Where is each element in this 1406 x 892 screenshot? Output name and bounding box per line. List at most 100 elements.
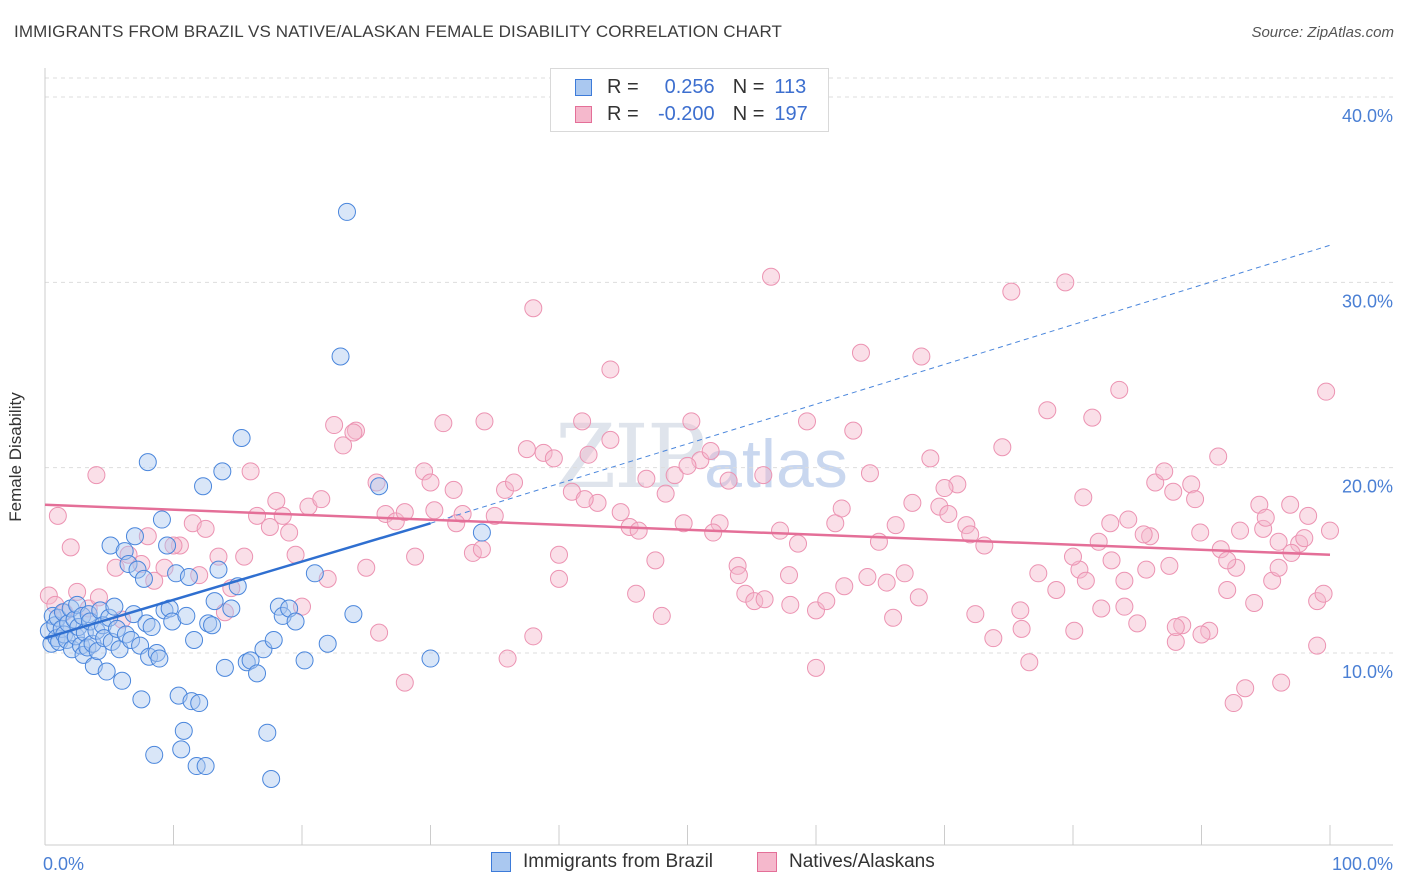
point-native	[1321, 521, 1339, 540]
point-native	[87, 466, 106, 485]
point-native	[485, 506, 504, 525]
point-native	[1254, 519, 1273, 538]
point-brazil	[264, 631, 283, 650]
point-brazil	[185, 631, 204, 650]
point-native	[425, 501, 444, 520]
point-native	[729, 566, 748, 585]
legend-row-natives: R = -0.200 N = 197	[575, 102, 808, 126]
point-native	[1047, 580, 1066, 599]
point-native	[682, 412, 701, 431]
point-brazil	[158, 536, 177, 555]
point-brazil	[122, 631, 141, 650]
point-native	[627, 584, 646, 603]
legend-r-label: R =	[607, 102, 639, 125]
y-tick-label: 30.0%	[1342, 291, 1393, 311]
point-native	[1092, 599, 1111, 618]
point-native	[886, 516, 905, 535]
point-native	[798, 412, 817, 431]
point-native	[860, 464, 879, 483]
point-native	[550, 545, 568, 564]
point-native	[138, 527, 157, 546]
legend-item-natives: Natives/Alaskans	[757, 851, 935, 873]
point-brazil	[128, 560, 147, 579]
point-native	[719, 471, 738, 490]
point-native	[164, 536, 183, 555]
point-brazil	[150, 649, 169, 668]
x-tick-label: 100.0%	[1332, 854, 1393, 874]
point-native	[312, 490, 331, 509]
point-native	[344, 423, 363, 442]
point-native	[334, 436, 353, 455]
legend-swatch-pink	[757, 852, 777, 872]
point-native	[807, 658, 825, 677]
point-brazil	[79, 605, 98, 624]
point-native	[1128, 614, 1147, 633]
point-native	[903, 493, 922, 512]
point-native	[921, 449, 940, 468]
point-native	[573, 412, 592, 431]
point-native	[771, 521, 790, 540]
point-native	[781, 595, 800, 614]
point-native	[79, 599, 98, 618]
point-native	[1269, 532, 1288, 551]
point-brazil	[254, 640, 273, 659]
point-brazil	[331, 347, 350, 366]
series-legend: Immigrants from Brazil Natives/Alaskans	[0, 851, 1406, 877]
point-native	[1074, 488, 1093, 507]
point-brazil	[145, 745, 164, 764]
point-native	[1236, 679, 1255, 698]
legend-n-label: N =	[732, 75, 765, 98]
point-native	[1110, 380, 1129, 399]
point-native	[1164, 482, 1183, 501]
point-native	[646, 551, 665, 570]
point-native	[1141, 527, 1160, 546]
point-brazil	[116, 625, 135, 644]
point-brazil	[286, 612, 305, 631]
point-native	[1076, 571, 1095, 590]
point-native	[858, 568, 877, 587]
point-brazil	[344, 605, 363, 624]
point-native	[444, 480, 463, 499]
point-native	[1065, 621, 1084, 640]
point-native	[674, 514, 693, 533]
source-label: Source: ZipAtlas.com	[1251, 24, 1394, 41]
point-native	[447, 514, 466, 533]
point-native	[909, 588, 928, 607]
point-native	[1256, 508, 1275, 527]
point-brazil	[125, 527, 144, 546]
point-native	[1231, 521, 1250, 540]
point-native	[835, 577, 854, 596]
point-native	[155, 558, 174, 577]
point-native	[1173, 616, 1192, 635]
point-brazil	[472, 523, 491, 542]
point-brazil	[101, 536, 120, 555]
point-native	[61, 538, 80, 557]
point-native	[1012, 619, 1031, 638]
point-brazil	[318, 634, 337, 653]
point-native	[505, 473, 524, 492]
point-native	[728, 556, 747, 575]
point-native	[453, 505, 472, 523]
point-native	[1056, 273, 1075, 292]
point-brazil	[138, 453, 157, 472]
point-brazil	[248, 664, 267, 683]
point-native	[826, 514, 845, 533]
point-native	[1064, 547, 1082, 566]
point-brazil	[258, 723, 277, 742]
point-native	[1166, 618, 1185, 637]
point-native	[273, 506, 292, 525]
point-native	[475, 412, 494, 431]
point-native	[895, 564, 914, 583]
point-native	[1137, 560, 1156, 579]
point-brazil	[174, 721, 193, 740]
trendline-brazil-extension	[430, 244, 1331, 524]
point-native	[755, 590, 774, 609]
point-native	[235, 547, 254, 566]
point-native	[1314, 584, 1333, 603]
chart-title: IMMIGRANTS FROM BRAZIL VS NATIVE/ALASKAN…	[14, 22, 783, 41]
point-native	[1011, 601, 1030, 620]
point-native	[611, 503, 630, 522]
point-native	[575, 490, 594, 509]
point-native	[346, 421, 365, 440]
